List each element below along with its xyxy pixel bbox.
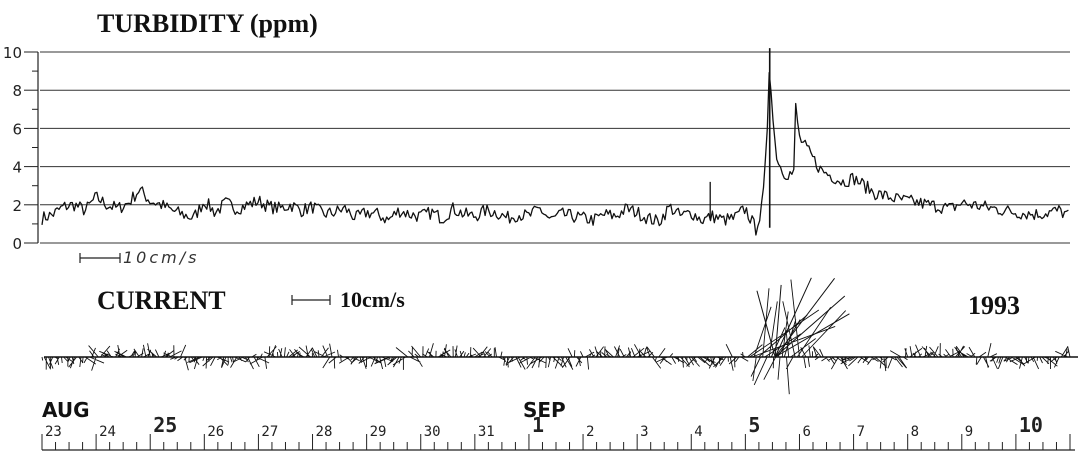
current-peak-stick [774, 284, 782, 358]
x-tick-label-23: 23 [45, 424, 62, 440]
y-tick-label-8: 8 [12, 82, 22, 100]
month-label-aug: AUG [42, 398, 90, 422]
current-peak-stick [756, 290, 776, 358]
current-peak-stick [774, 277, 812, 358]
x-tick-label-10: 10 [1019, 413, 1043, 437]
x-tick-label-3: 3 [640, 424, 648, 440]
current-scale-bar: 10cm/s [291, 287, 405, 312]
y-tick-label-10: 10 [3, 44, 22, 62]
x-tick-label-25: 25 [153, 413, 177, 437]
year-label: 1993 [968, 291, 1020, 320]
x-tick-label-1: 1 [532, 413, 544, 437]
x-tick-label-2: 2 [586, 424, 594, 440]
y-tick-label-2: 2 [12, 197, 22, 215]
turbidity-series-line [41, 71, 1069, 236]
current-peak-stick [774, 278, 835, 358]
current-peak-stick [774, 295, 846, 358]
current-stick-plot [41, 277, 1078, 395]
y-tick-label-6: 6 [12, 120, 22, 138]
x-tick-label-9: 9 [965, 424, 973, 440]
x-tick-label-24: 24 [99, 424, 116, 440]
x-tick-label-8: 8 [911, 424, 919, 440]
x-tick-label-7: 7 [857, 424, 865, 440]
x-tick-label-27: 27 [261, 424, 278, 440]
turbidity-chart: 0 2 4 6 8 10 [3, 44, 1070, 253]
turbidity-scale-bar: 10cm/s [79, 248, 199, 267]
y-tick-label-0: 0 [12, 235, 22, 253]
turbidity-scale-label: 10cm/s [123, 248, 199, 267]
x-tick-label-5: 5 [748, 413, 760, 437]
current-title: CURRENT [97, 286, 226, 315]
x-tick-label-26: 26 [207, 424, 224, 440]
turbidity-title: TURBIDITY (ppm) [97, 9, 318, 38]
x-tick-label-31: 31 [478, 424, 495, 440]
month-label-sep: SEP [523, 398, 566, 422]
current-scale-label: 10cm/s [340, 287, 405, 312]
current-sticks [41, 279, 1071, 395]
x-tick-label-4: 4 [694, 424, 702, 440]
x-tick-label-30: 30 [424, 424, 441, 440]
x-tick-label-28: 28 [316, 424, 333, 440]
x-tick-label-6: 6 [802, 424, 810, 440]
x-tick-label-29: 29 [370, 424, 387, 440]
y-tick-label-4: 4 [12, 159, 22, 177]
current-peak-stick [774, 313, 850, 358]
